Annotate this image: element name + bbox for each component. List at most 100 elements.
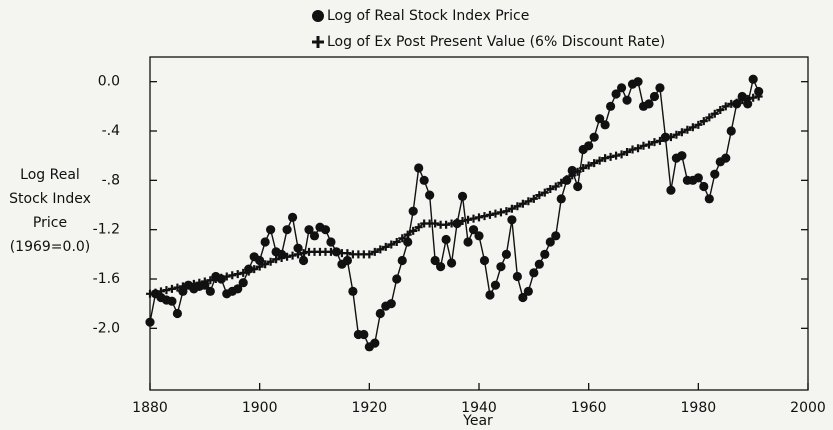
point (475, 213, 483, 222)
point (754, 92, 763, 101)
x-tick-label: 1880 (132, 400, 168, 416)
point (266, 225, 276, 235)
point (699, 117, 708, 126)
point (156, 287, 165, 296)
point (546, 184, 555, 193)
point (414, 223, 423, 232)
point (485, 290, 495, 300)
point (694, 120, 703, 129)
point (233, 270, 242, 279)
point (474, 231, 484, 241)
point (326, 237, 336, 247)
point (398, 234, 407, 243)
point (612, 151, 621, 160)
point (579, 164, 588, 172)
x-axis-label: Year (462, 413, 493, 429)
point (343, 249, 352, 258)
point (590, 159, 599, 168)
point (507, 204, 516, 213)
point (513, 202, 522, 211)
point (376, 245, 385, 254)
point (381, 242, 390, 251)
point (189, 279, 198, 288)
y-tick-label: -1.6 (93, 271, 120, 287)
point (556, 194, 566, 204)
point (677, 151, 687, 161)
point (145, 317, 155, 327)
point (535, 191, 544, 200)
point (409, 226, 418, 235)
point (244, 267, 253, 276)
point (287, 212, 298, 222)
point (754, 86, 764, 97)
point (408, 206, 418, 216)
point (453, 218, 462, 227)
point (447, 219, 456, 228)
point (277, 254, 286, 263)
point (386, 299, 396, 309)
point (534, 259, 544, 269)
point (342, 255, 352, 266)
point (661, 134, 670, 143)
point (184, 281, 193, 290)
point (468, 225, 479, 235)
y-axis-label: (1969=0.0) (10, 239, 91, 255)
point (628, 145, 637, 154)
point (562, 175, 571, 184)
point (414, 163, 424, 173)
point (529, 194, 538, 203)
point (238, 278, 248, 288)
point (551, 182, 560, 191)
point (464, 215, 473, 224)
point (573, 167, 582, 176)
point (512, 271, 522, 282)
point (727, 99, 736, 108)
point (650, 138, 659, 147)
point (458, 217, 467, 226)
point (726, 126, 736, 136)
point (738, 96, 747, 105)
point (639, 141, 648, 150)
point (387, 240, 396, 249)
x-tick-label: 2000 (790, 400, 826, 416)
point (540, 188, 549, 197)
x-tick-label: 1980 (681, 400, 717, 416)
point (491, 209, 500, 218)
point (288, 251, 297, 260)
point (743, 99, 753, 109)
y-axis-label: Stock Index (9, 191, 91, 207)
point (255, 255, 265, 266)
point (584, 141, 594, 151)
point (436, 262, 446, 272)
point (540, 249, 550, 259)
point (616, 83, 627, 93)
point (463, 237, 473, 247)
point (446, 258, 457, 268)
legend-marker (312, 10, 324, 22)
point (633, 77, 643, 87)
point (705, 113, 714, 122)
point (298, 255, 309, 266)
point (490, 280, 501, 290)
y-tick-label: -2.0 (93, 320, 120, 336)
point (710, 169, 720, 179)
point (178, 282, 187, 291)
point (480, 212, 489, 221)
point (260, 237, 270, 247)
point (403, 237, 413, 247)
point (606, 101, 616, 111)
y-tick-label: 0.0 (98, 74, 120, 90)
point (551, 231, 561, 241)
point (469, 214, 478, 223)
point (239, 268, 248, 277)
point (151, 288, 160, 297)
x-tick-label: 1940 (461, 400, 497, 416)
y-axis-label: Log Real (20, 167, 80, 183)
point (332, 247, 341, 256)
point (441, 234, 451, 245)
point (545, 237, 555, 247)
point (233, 284, 243, 294)
x-tick-label: 1920 (352, 400, 388, 416)
point (749, 93, 758, 102)
point (211, 275, 220, 283)
